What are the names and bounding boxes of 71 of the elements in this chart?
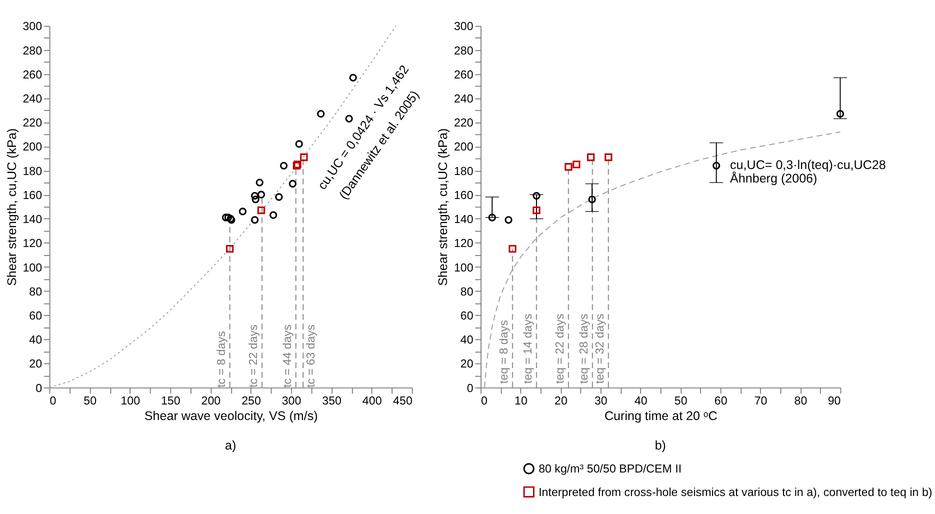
y-tick-label: 140: [22, 213, 42, 226]
annotation: Åhnberg (2006): [730, 171, 818, 186]
y-tick-label: 60: [29, 309, 42, 322]
ref-line-label: teq = 28 days: [578, 313, 591, 384]
y-tick-label: 200: [454, 140, 474, 154]
y-tick-label: 300: [22, 20, 42, 34]
y-tick-label: 60: [460, 309, 474, 322]
y-tick-label: 240: [22, 92, 42, 106]
x-tick-label: 300: [282, 394, 302, 408]
annotation: tc = 44 days: [281, 324, 294, 388]
x-tick-label: 0: [481, 394, 488, 408]
y-tick-label: 120: [22, 237, 42, 250]
text: b): [654, 438, 666, 452]
y-tick-label: 240: [454, 92, 474, 106]
y-tick-label: 260: [22, 68, 42, 82]
x-tick-label: 80: [794, 394, 808, 408]
text: a): [225, 438, 236, 452]
y-tick-label: 220: [22, 116, 42, 130]
y-tick-label: 0: [466, 382, 474, 395]
x-axis-title: Shear wave veolocity, VS (m/s): [144, 408, 318, 423]
y-tick-label: 20: [29, 358, 42, 371]
x-tick-label: 30: [594, 394, 608, 408]
y-tick-label: 160: [22, 188, 42, 202]
ref-line-label: teq = 14 days: [522, 313, 535, 384]
ref-line-label: teq = 32 days: [594, 313, 607, 384]
y-tick-label: 40: [29, 334, 42, 347]
annotation: tc = 63 days: [304, 324, 318, 388]
x-tick-label: 100: [120, 394, 140, 408]
y-tick-label: 40: [460, 334, 474, 347]
ref-line-label: teq = 8 days: [498, 320, 511, 384]
annotation: tc = 22 days: [247, 324, 260, 388]
y-tick-label: 0: [36, 382, 42, 395]
x-tick-label: 60: [714, 394, 728, 408]
x-tick-label: 20: [554, 394, 568, 408]
x-tick-label: 250: [242, 394, 261, 408]
y-axis-title: Shear strength, cu,UC (kPa): [436, 128, 450, 286]
x-tick-label: 400: [362, 394, 382, 408]
x-tick-label: 0: [50, 394, 56, 408]
x-tick-label: 200: [201, 394, 221, 408]
y-tick-label: 140: [454, 213, 474, 226]
y-tick-label: 180: [454, 164, 474, 178]
x-tick-label: 50: [674, 394, 688, 408]
x-axis-title: Curing time at 20 ᵒC: [604, 408, 718, 423]
y-axis-title: Shear strength, cu,UC (kPa): [4, 128, 19, 286]
y-tick-label: 200: [22, 140, 42, 154]
y-tick-label: 220: [454, 116, 474, 130]
x-tick-label: 450: [393, 394, 412, 408]
x-tick-label: 150: [160, 394, 180, 408]
legend-label: 80 kg/m³ 50/50 BPD/CEM II: [538, 462, 682, 476]
annotation: tc = 8 days: [214, 330, 228, 388]
x-tick-label: 90: [828, 394, 841, 408]
y-tick-label: 280: [22, 44, 42, 58]
x-tick-label: 10: [514, 394, 528, 408]
y-tick-label: 120: [454, 237, 474, 250]
ref-line-label: teq = 22 days: [554, 313, 567, 384]
x-tick-label: 40: [634, 394, 648, 408]
y-tick-label: 260: [454, 68, 474, 82]
y-tick-label: 80: [460, 285, 474, 298]
y-tick-label: 180: [22, 164, 42, 178]
y-tick-label: 300: [454, 20, 474, 34]
x-tick-label: 70: [754, 394, 768, 408]
y-tick-label: 280: [454, 44, 474, 58]
x-tick-label: 350: [322, 394, 342, 408]
annotation: cu,UC= 0,3·ln(teq)·cu,UC28: [730, 158, 886, 172]
y-tick-label: 100: [454, 261, 474, 274]
y-tick-label: 100: [22, 261, 42, 274]
y-tick-label: 160: [454, 188, 474, 202]
y-tick-label: 80: [29, 285, 42, 298]
y-tick-label: 20: [460, 358, 474, 371]
x-tick-label: 50: [84, 394, 97, 408]
legend-label: Interpreted from cross-hole seismics at various tc in a), converted to teq in b): [538, 486, 932, 499]
